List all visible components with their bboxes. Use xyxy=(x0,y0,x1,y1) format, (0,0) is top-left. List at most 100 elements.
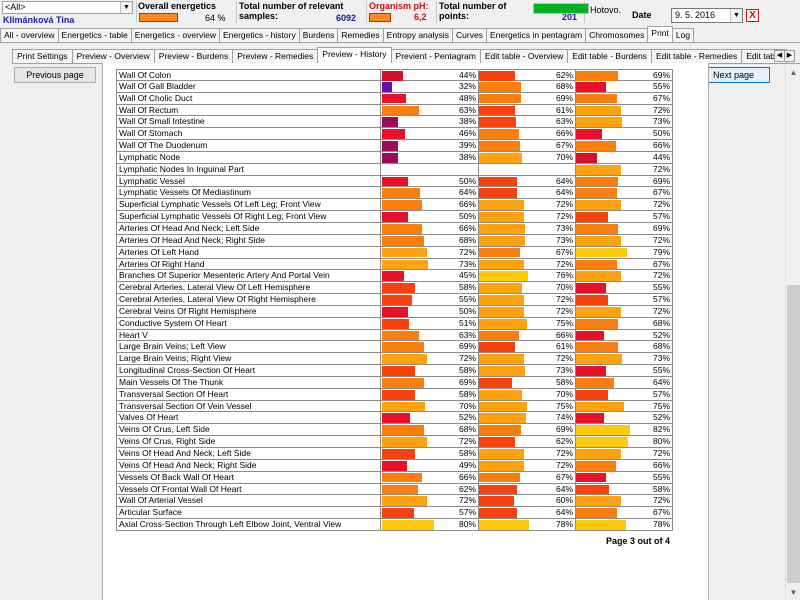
subtab-preview-history[interactable]: Preview - History xyxy=(317,47,392,63)
value-bar xyxy=(382,520,434,530)
value-percent: 55% xyxy=(652,365,670,376)
column-separator xyxy=(672,365,673,376)
value-percent: 62% xyxy=(555,436,573,447)
column-separator xyxy=(672,388,673,400)
subtab-previent-pentagram[interactable]: Previent - Pentagram xyxy=(390,49,481,63)
tab-log[interactable]: Log xyxy=(671,28,695,42)
scroll-down-icon[interactable]: ▼ xyxy=(789,588,798,597)
tab-energetics-history[interactable]: Energetics - history xyxy=(218,28,300,42)
value-bar xyxy=(576,93,617,104)
value-percent: 79% xyxy=(652,246,670,257)
value-percent: 50% xyxy=(458,305,476,316)
row-label: Axial Cross-Section Through Left Elbow J… xyxy=(116,519,381,530)
tab-energetics-table[interactable]: Energetics - table xyxy=(57,28,132,42)
chevron-down-icon[interactable]: ▼ xyxy=(730,9,742,22)
tab-energetics-overview[interactable]: Energetics - overview xyxy=(130,28,220,42)
tab-all-overview[interactable]: All - overview xyxy=(0,28,59,42)
column-separator xyxy=(478,80,479,92)
value-percent: 64% xyxy=(555,187,573,198)
value-bar xyxy=(479,496,514,507)
column-separator xyxy=(672,317,673,329)
subtab-edit-table-burdens[interactable]: Edit table - Burdens xyxy=(567,49,652,63)
column-separator xyxy=(672,436,673,447)
overall-energetics-value: 64 % xyxy=(205,13,226,23)
value-percent: 44% xyxy=(458,70,476,80)
subtab-preview-burdens[interactable]: Preview - Burdens xyxy=(153,49,234,63)
value-bar xyxy=(382,377,424,388)
organism-ph-meter xyxy=(369,13,391,22)
column-separator xyxy=(575,294,576,305)
table-row: Lymphatic Nodes In Inguinal Part 72% xyxy=(116,163,673,176)
progress-fill xyxy=(534,4,588,13)
table-row: Branches Of Superior Mesenteric Artery A… xyxy=(116,270,673,283)
vertical-scrollbar[interactable]: ▲ ▼ xyxy=(785,65,800,600)
table-row: Wall Of Stomach 46% 66% 50% xyxy=(116,128,673,141)
overall-energetics-label: Overall energetics xyxy=(138,1,217,11)
value-bar xyxy=(479,152,522,163)
column-separator xyxy=(478,412,479,424)
value-bar xyxy=(576,200,621,211)
value-percent: 48% xyxy=(458,92,476,103)
column-separator xyxy=(575,495,576,507)
column-separator xyxy=(575,305,576,317)
tab-remedies[interactable]: Remedies xyxy=(337,28,384,42)
column-separator xyxy=(575,507,576,519)
close-icon[interactable]: X xyxy=(746,9,759,22)
value-percent: 64% xyxy=(555,483,573,494)
row-label: Wall Of Small Intestine xyxy=(116,116,381,128)
column-separator xyxy=(672,329,673,341)
column-separator xyxy=(478,400,479,412)
value-bar xyxy=(382,105,419,116)
value-bar xyxy=(479,425,521,436)
value-bar xyxy=(576,129,602,140)
value-percent: 72% xyxy=(458,353,476,364)
scroll-up-icon[interactable]: ▲ xyxy=(789,68,798,77)
tab-entropy-analysis[interactable]: Entropy analysis xyxy=(382,28,454,42)
chevron-down-icon[interactable]: ▼ xyxy=(120,2,132,13)
value-bar xyxy=(382,71,403,81)
table-row: Lymphatic Vessel 50% 64% 69% xyxy=(116,175,673,188)
tab-chromosomes[interactable]: Chromosomes xyxy=(585,28,649,42)
value-bar xyxy=(479,212,524,222)
value-bar xyxy=(382,449,415,459)
subtab-edit-table-overview[interactable]: Edit table - Overview xyxy=(479,49,569,63)
subtab-preview-overview[interactable]: Preview - Overview xyxy=(71,49,155,63)
scroll-thumb[interactable] xyxy=(787,285,800,583)
value-percent: 72% xyxy=(652,305,670,316)
row-label: Superficial Lymphatic Vessels Of Left Le… xyxy=(116,199,381,211)
previous-page-button[interactable]: Previous page xyxy=(14,67,96,83)
row-label: Arteries Of Right Hand xyxy=(116,258,381,270)
tab-energetics-in-pentagram[interactable]: Energetics in pentagram xyxy=(485,28,587,42)
status-text: Hotovo. xyxy=(590,5,622,15)
column-separator xyxy=(672,353,673,365)
value-bar xyxy=(576,259,617,270)
chevron-right-icon[interactable]: ▶ xyxy=(784,50,795,62)
value-bar xyxy=(479,117,516,128)
date-picker[interactable]: 9. 5. 2016 ▼ xyxy=(671,8,743,23)
value-bar xyxy=(576,425,630,436)
value-percent: 69% xyxy=(555,92,573,103)
value-percent: 52% xyxy=(458,412,476,423)
value-percent: 62% xyxy=(458,483,476,494)
tab-curves[interactable]: Curves xyxy=(452,28,487,42)
column-separator xyxy=(575,329,576,341)
column-separator xyxy=(478,163,479,175)
column-separator xyxy=(575,436,576,447)
tab-burdens[interactable]: Burdens xyxy=(298,28,339,42)
subtab-print-settings[interactable]: Print Settings xyxy=(12,49,73,63)
column-separator xyxy=(575,365,576,376)
subtab-preview-remedies[interactable]: Preview - Remedies xyxy=(232,49,319,63)
filter-combo[interactable]: <All> ▼ xyxy=(2,1,133,14)
print-subtabbar: Print Settings Preview - Overview Preview … xyxy=(12,47,787,63)
column-separator xyxy=(575,471,576,483)
value-percent: 57% xyxy=(652,211,670,222)
value-percent: 60% xyxy=(555,495,573,506)
table-row: Wall Of Rectum 63% 61% 72% xyxy=(116,104,673,117)
table-row: Conductive System Of Heart 51% 75% 68% xyxy=(116,317,673,330)
value-percent: 73% xyxy=(555,365,573,376)
value-bar xyxy=(576,212,608,222)
value-bar xyxy=(382,318,409,329)
value-percent: 68% xyxy=(458,424,476,435)
tab-print[interactable]: Print xyxy=(647,26,673,42)
subtab-edit-table-remedies[interactable]: Edit table - Remedies xyxy=(650,49,743,63)
